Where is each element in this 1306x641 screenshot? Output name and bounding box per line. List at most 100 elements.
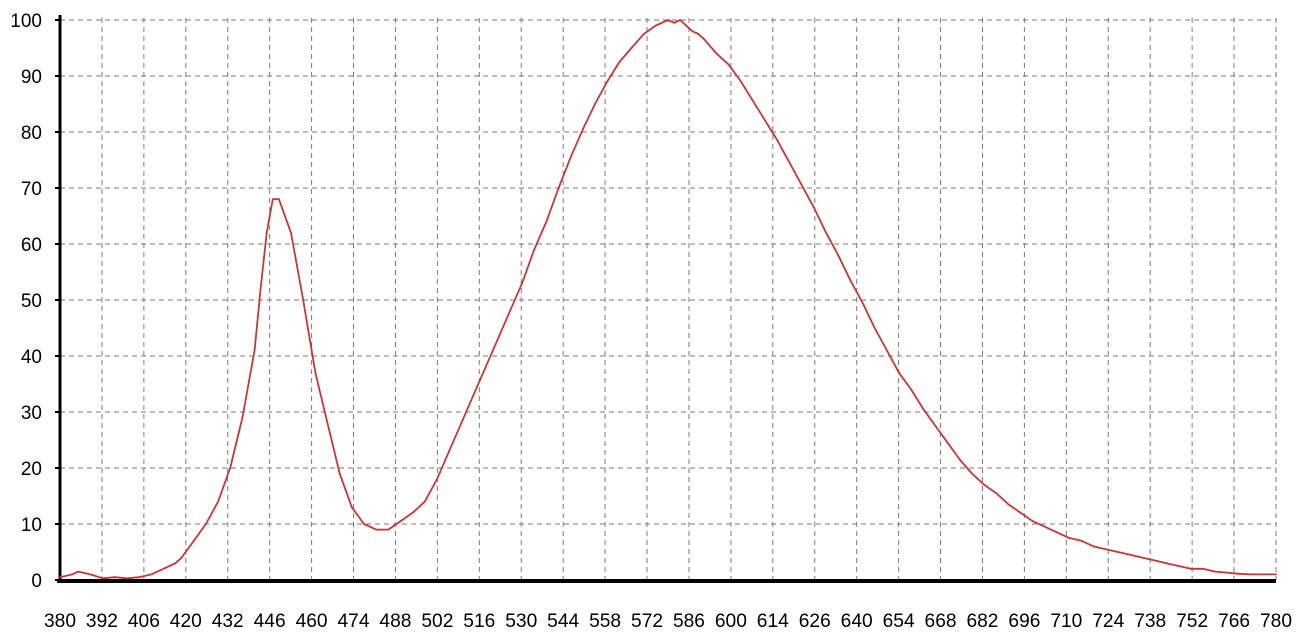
data-point	[265, 231, 268, 234]
x-tick-label: 738	[1134, 611, 1166, 632]
data-point	[126, 577, 128, 580]
data-point	[1031, 520, 1034, 523]
x-tick-label: 558	[589, 611, 621, 632]
data-point	[727, 63, 730, 66]
data-point	[861, 301, 864, 304]
x-tick-label: 446	[254, 611, 286, 632]
data-point	[1153, 559, 1156, 562]
data-point	[685, 24, 688, 27]
data-point	[1177, 565, 1180, 567]
data-point	[813, 206, 815, 209]
data-point	[764, 119, 767, 122]
x-tick-label: 502	[421, 611, 453, 632]
data-point	[1068, 537, 1071, 539]
data-point	[654, 24, 657, 27]
data-point	[484, 366, 487, 369]
data-point	[971, 472, 973, 475]
x-tick-label: 392	[86, 611, 118, 632]
data-point	[326, 422, 329, 425]
data-point	[849, 279, 852, 282]
x-tick-label: 516	[463, 611, 495, 632]
y-tick-label: 80	[21, 123, 42, 144]
data-point	[59, 576, 61, 579]
data-point	[101, 577, 104, 580]
data-point	[679, 19, 682, 21]
x-tick-label: 710	[1050, 611, 1082, 632]
x-tick-label: 696	[1008, 611, 1040, 632]
data-point	[594, 103, 596, 105]
data-point	[673, 21, 675, 24]
x-tick-label: 420	[170, 611, 202, 632]
data-point	[557, 187, 560, 189]
data-point	[1092, 545, 1095, 548]
data-point	[800, 184, 803, 187]
data-point	[886, 349, 888, 352]
data-point	[691, 30, 694, 33]
x-tick-label: 380	[44, 611, 76, 632]
data-point	[77, 570, 80, 573]
data-point	[703, 38, 706, 41]
grid	[60, 18, 1277, 580]
y-tick-label: 70	[21, 179, 42, 200]
x-tick-label: 682	[966, 611, 998, 632]
data-point	[1275, 573, 1277, 576]
x-tick-label: 432	[212, 611, 244, 632]
data-point	[569, 156, 572, 159]
data-point	[1190, 567, 1192, 570]
x-tick-label: 766	[1218, 611, 1250, 632]
data-point	[399, 520, 402, 523]
x-tick-label: 752	[1176, 611, 1208, 632]
x-tick-label: 460	[296, 611, 328, 632]
data-point	[192, 539, 195, 542]
data-point	[825, 231, 827, 234]
data-point	[898, 371, 900, 374]
x-tick-label: 614	[757, 611, 789, 632]
data-point	[217, 500, 220, 503]
data-point	[606, 80, 609, 83]
data-point	[1129, 553, 1131, 556]
x-tick-label: 544	[547, 611, 579, 632]
data-point	[509, 310, 511, 313]
data-point	[271, 198, 274, 201]
data-point	[1250, 573, 1253, 576]
data-point	[423, 500, 426, 503]
data-point	[460, 422, 463, 425]
y-tick-label: 100	[10, 11, 42, 32]
data-point	[1117, 551, 1119, 553]
data-point	[241, 416, 244, 419]
data-point	[1007, 503, 1010, 506]
data-point	[1080, 539, 1083, 542]
data-point	[350, 506, 353, 509]
data-point	[521, 282, 523, 285]
y-tick-label: 20	[21, 459, 42, 480]
data-point	[375, 528, 378, 531]
x-tick-label: 654	[883, 611, 915, 632]
data-point	[715, 52, 718, 55]
data-point	[1226, 571, 1229, 574]
data-point	[259, 287, 262, 290]
y-tick-label: 90	[21, 67, 42, 88]
y-tick-label: 30	[21, 403, 42, 424]
data-point	[740, 80, 742, 83]
x-tick-label: 780	[1260, 611, 1292, 632]
y-tick-label: 40	[21, 347, 42, 368]
data-point	[1056, 531, 1058, 534]
data-point	[667, 19, 669, 21]
data-point	[205, 523, 207, 525]
x-tick-label: 600	[715, 611, 747, 632]
x-tick-label: 724	[1092, 611, 1124, 632]
y-tick-label: 50	[21, 291, 42, 312]
data-point	[618, 61, 621, 63]
data-point	[995, 492, 998, 495]
data-point	[150, 573, 153, 576]
y-tick-label: 10	[21, 515, 42, 536]
data-point	[922, 408, 925, 411]
data-point	[958, 458, 961, 461]
data-point	[302, 299, 305, 301]
data-point	[174, 562, 177, 565]
x-tick-label: 668	[925, 611, 957, 632]
x-tick-label: 530	[505, 611, 537, 632]
data-point	[1238, 572, 1241, 575]
